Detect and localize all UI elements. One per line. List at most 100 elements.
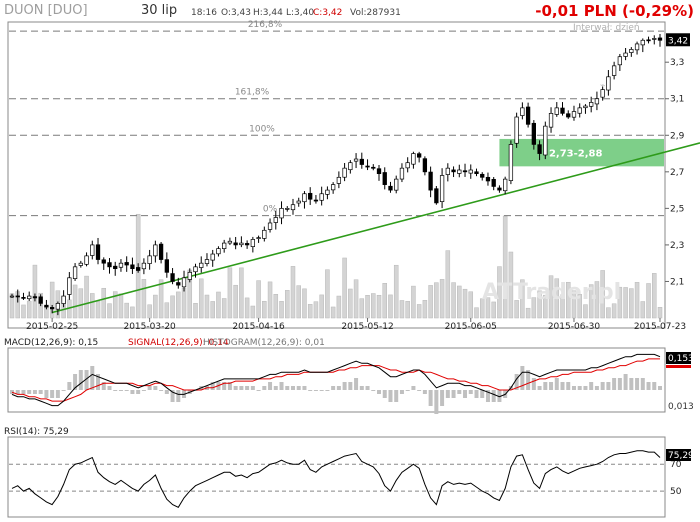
candle-body <box>594 98 600 105</box>
macd-histogram-bar <box>571 386 576 390</box>
macd-histogram-bar <box>10 390 14 394</box>
macd-histogram-bar <box>296 386 301 390</box>
candle-body <box>371 166 376 169</box>
macd-histogram-bar <box>147 386 152 390</box>
volume-bar <box>21 304 26 319</box>
macd-histogram-bar <box>434 390 439 414</box>
fibonacci-levels: 216,8% 161,8% 100% 0% <box>9 20 664 217</box>
candle-body <box>491 178 496 187</box>
volume-bar <box>181 287 187 319</box>
candle-body <box>399 167 405 180</box>
macd-histogram-bar <box>336 386 341 390</box>
macd-histogram-bar <box>612 378 617 390</box>
volume-bar <box>594 281 600 319</box>
volume-bar <box>210 301 215 319</box>
candle-body <box>611 65 617 76</box>
candle-body <box>480 173 485 178</box>
volume-bar <box>537 290 542 319</box>
volume-bar <box>101 287 107 319</box>
volume-bar <box>348 288 353 319</box>
candle-body <box>577 107 582 114</box>
volume-bar <box>485 297 491 319</box>
candle-body <box>634 43 640 51</box>
macd-histogram-bar <box>176 390 181 402</box>
macd-histogram-bar <box>377 390 382 394</box>
macd-histogram-bar <box>279 382 284 390</box>
candle-body <box>411 153 416 165</box>
volume-bar <box>32 264 38 319</box>
macd-histogram-bar <box>73 374 78 390</box>
candle-body <box>181 277 187 288</box>
volume-bar <box>307 304 313 319</box>
candle-body <box>72 266 78 280</box>
macd-histogram-bar <box>118 390 123 391</box>
macd-histogram-bar <box>331 386 336 390</box>
rsi-last-tag <box>666 449 691 461</box>
volume-bar <box>617 286 623 319</box>
candle-body <box>141 262 147 270</box>
candle-body <box>101 259 106 264</box>
candle-body <box>497 187 502 191</box>
candle-body <box>84 255 89 265</box>
support-zone-label: 2,73-2,88 <box>549 149 603 160</box>
volume-bar <box>176 291 181 319</box>
candle-body <box>520 107 525 116</box>
macd-histogram-bar <box>526 370 531 390</box>
candle-body <box>158 243 164 260</box>
volume-bar <box>256 280 261 319</box>
fibonacci-label: 216,8% <box>248 20 283 30</box>
candle-body <box>451 169 456 173</box>
volume-bar <box>319 294 324 319</box>
volume-bar <box>107 303 112 319</box>
candle-body <box>38 296 43 304</box>
candle-body <box>623 52 628 57</box>
macd-histogram-bar <box>566 382 571 390</box>
quote-close: C:3,42 <box>313 8 343 18</box>
candle-body <box>457 169 462 174</box>
candle-body <box>348 162 353 171</box>
macd-histogram-bar <box>537 386 542 390</box>
price-tick-label: 2,1 <box>670 277 684 287</box>
candle-body <box>124 262 129 266</box>
price-tick-label: 3,1 <box>670 95 684 105</box>
volume-bar <box>560 294 565 319</box>
ohlc-line-icon: ⌁ <box>600 81 605 91</box>
macd-histogram-bar <box>577 386 582 390</box>
macd-histogram-bar <box>44 390 49 398</box>
candle-body <box>55 303 61 310</box>
volume-bar <box>204 294 210 319</box>
fibonacci-label: 100% <box>249 124 275 134</box>
volume-bar <box>118 293 124 319</box>
candle-body <box>187 271 192 280</box>
candle-body <box>285 208 290 210</box>
last-price-label: 3,42 <box>668 36 688 46</box>
volume-bar <box>353 279 359 319</box>
volume-bar <box>393 264 399 319</box>
candle-body <box>330 184 336 191</box>
volume-bar <box>153 294 158 319</box>
candle-body <box>405 162 410 169</box>
candle-body <box>554 107 559 115</box>
volume-bar <box>365 295 370 319</box>
quote-open: O:3,43 <box>221 8 251 18</box>
macd-histogram-bar <box>164 390 169 394</box>
macd-histogram-bar <box>600 382 605 390</box>
volume-bar <box>411 285 416 319</box>
histogram-last-label: 0,013 <box>668 402 694 412</box>
macd-histogram-bar <box>67 382 72 390</box>
candle-body <box>95 244 101 260</box>
candle-body <box>376 168 382 175</box>
candle-body <box>325 189 330 195</box>
date-tick-label: 2015-05-12 <box>341 322 393 332</box>
candle-body <box>107 262 112 268</box>
candle-body <box>78 262 83 266</box>
candle-body <box>474 171 479 175</box>
candle-body <box>428 171 433 191</box>
quote-volume: Vol:287931 <box>350 8 401 18</box>
volume-bar <box>434 282 439 319</box>
candle-body <box>365 165 370 168</box>
macd-histogram-bar <box>594 386 599 390</box>
candle-body <box>67 277 72 295</box>
volume-bar <box>90 293 95 319</box>
volume-bar <box>548 275 554 319</box>
